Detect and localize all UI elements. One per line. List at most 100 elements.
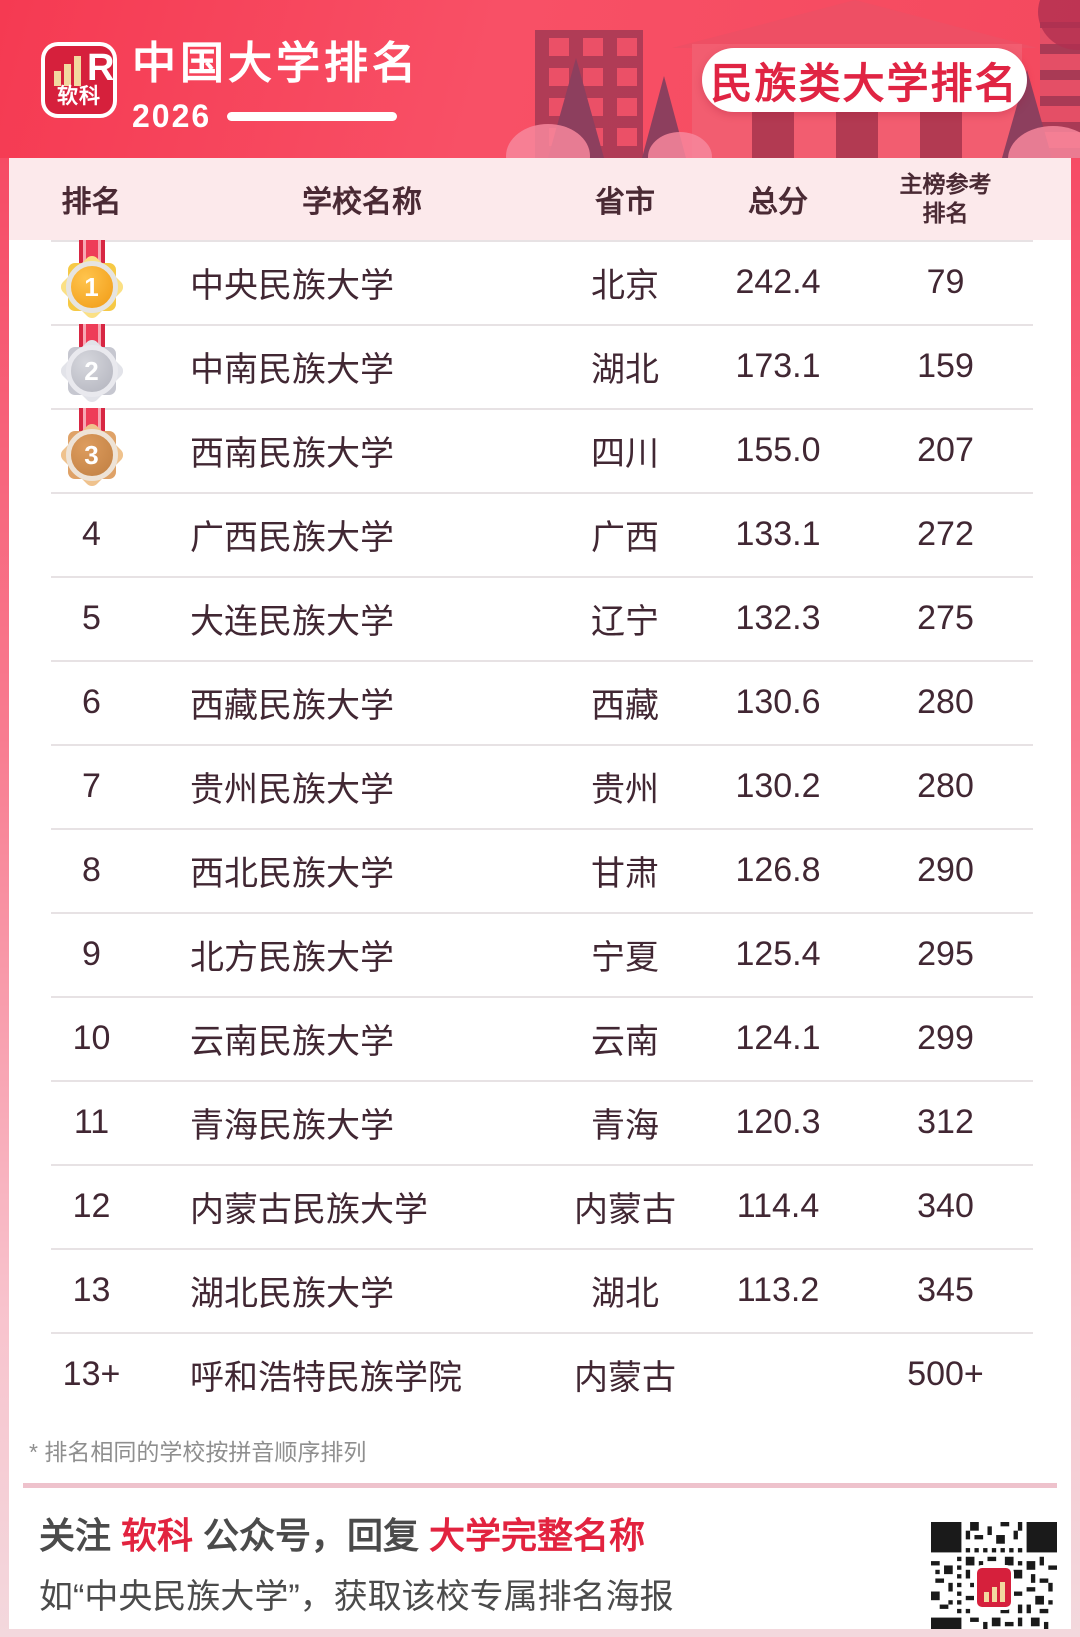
- header: R 软科 中国大学排名 2026 民族类大学排名: [0, 0, 1080, 158]
- table-header: 排名 学校名称 省市 总分 主榜参考 排名: [9, 158, 1071, 240]
- province: 内蒙古: [574, 1358, 676, 1397]
- school-name: 西南民族大学: [190, 434, 394, 473]
- province: 广西: [591, 518, 659, 557]
- medal-number: 3: [65, 429, 118, 481]
- main-ref-rank: 275: [917, 598, 974, 637]
- main-ref-rank: 312: [917, 1102, 974, 1141]
- total-score: 242.4: [735, 262, 821, 301]
- school-name: 云南民族大学: [190, 1022, 394, 1061]
- main-ref-rank: 500+: [907, 1354, 984, 1393]
- table-body: 1 中央民族大学 北京 242.4 79 2 中南民族大学 湖北 173.1 1…: [9, 240, 1071, 1416]
- rank-cell: 3: [9, 408, 174, 492]
- total-score: 120.3: [735, 1102, 821, 1141]
- footnote: * 排名相同的学校按拼音顺序排列: [23, 1416, 1057, 1488]
- ranking-table: 排名 学校名称 省市 总分 主榜参考 排名 1 中央民族大学 北京 242.4: [9, 158, 1071, 1629]
- rank-cell: 7: [9, 744, 174, 828]
- qr-center-logo-icon: [974, 1565, 1014, 1610]
- rank-cell: 10: [9, 996, 174, 1080]
- reply-keyword: 大学完整名称: [429, 1515, 646, 1556]
- bar-chart-icon: [54, 56, 81, 86]
- col-rank: 排名: [61, 186, 122, 219]
- school-name: 贵州民族大学: [190, 770, 394, 809]
- table-row: 10 云南民族大学 云南 124.1 299: [9, 996, 1071, 1080]
- school-name: 内蒙古民族大学: [190, 1190, 428, 1229]
- table-row: 9 北方民族大学 宁夏 125.4 295: [9, 912, 1071, 996]
- school-name: 西藏民族大学: [190, 686, 394, 725]
- medal-gold-icon: 1: [57, 240, 127, 322]
- table-row: 4 广西民族大学 广西 133.1 272: [9, 492, 1071, 576]
- total-score: 130.6: [735, 682, 821, 721]
- main-ref-rank: 295: [917, 934, 974, 973]
- logo-brand-text: 软科: [57, 85, 101, 108]
- main-ref-rank: 159: [917, 346, 974, 385]
- school-name: 大连民族大学: [190, 602, 394, 641]
- table-row: 2 中南民族大学 湖北 173.1 159: [9, 324, 1071, 408]
- promo-line2: 如“中央民族大学”，获取该校专属排名海报: [39, 1577, 674, 1616]
- school-name: 北方民族大学: [190, 938, 394, 977]
- main-ref-rank: 299: [917, 1018, 974, 1057]
- total-score: 113.2: [736, 1270, 820, 1309]
- province: 青海: [591, 1106, 659, 1145]
- province: 辽宁: [591, 602, 659, 641]
- total-score: 173.1: [735, 346, 821, 385]
- promo-line1: 关注 软科 公众号，回复 大学完整名称: [39, 1515, 646, 1556]
- rank-cell: 1: [9, 240, 174, 324]
- qr-code: [931, 1522, 1057, 1629]
- total-score: 124.1: [735, 1018, 821, 1057]
- province: 湖北: [591, 350, 659, 389]
- province: 北京: [591, 266, 659, 305]
- province: 宁夏: [591, 938, 659, 977]
- school-name: 中央民族大学: [190, 266, 394, 305]
- province: 甘肃: [591, 854, 659, 893]
- total-score: 125.4: [735, 934, 821, 973]
- table-row: 13 湖北民族大学 湖北 113.2 345: [9, 1248, 1071, 1332]
- rank-number: 7: [82, 766, 101, 805]
- rank-number: 11: [73, 1102, 110, 1141]
- table-row: 11 青海民族大学 青海 120.3 312: [9, 1080, 1071, 1164]
- title-block: 中国大学排名 2026: [132, 39, 420, 135]
- main-ref-rank: 345: [917, 1270, 974, 1309]
- school-name: 湖北民族大学: [190, 1274, 394, 1313]
- total-score: 132.3: [735, 598, 821, 637]
- rank-cell: 12: [9, 1164, 174, 1248]
- category-badge-label: 民族类大学排名: [710, 59, 1019, 107]
- rank-number: 9: [82, 934, 101, 973]
- rank-number: 13: [72, 1270, 111, 1309]
- col-score: 总分: [748, 186, 808, 219]
- rank-cell: 2: [9, 324, 174, 408]
- rank-number: 6: [82, 682, 101, 721]
- table-row: 7 贵州民族大学 贵州 130.2 280: [9, 744, 1071, 828]
- table-row: 12 内蒙古民族大学 内蒙古 114.4 340: [9, 1164, 1071, 1248]
- total-score: 155.0: [735, 430, 821, 469]
- school-name: 西北民族大学: [190, 854, 394, 893]
- province: 内蒙古: [574, 1190, 676, 1229]
- medal-bronze-icon: 3: [57, 408, 127, 490]
- rank-number: 12: [72, 1186, 111, 1225]
- rank-cell: 6: [9, 660, 174, 744]
- province: 湖北: [591, 1274, 659, 1313]
- rank-cell: 9: [9, 912, 174, 996]
- rank-number: 10: [72, 1018, 111, 1057]
- medal-silver-icon: 2: [57, 324, 127, 406]
- rank-number: 4: [82, 514, 101, 553]
- table-row: 8 西北民族大学 甘肃 126.8 290: [9, 828, 1071, 912]
- table-row: 1 中央民族大学 北京 242.4 79: [9, 240, 1071, 324]
- category-badge: 民族类大学排名: [702, 48, 1027, 112]
- total-score: 130.2: [735, 766, 821, 805]
- col-main-ref-rank: 主榜参考 排名: [899, 171, 992, 226]
- medal-number: 2: [65, 345, 118, 397]
- table-row: 3 西南民族大学 四川 155.0 207: [9, 408, 1071, 492]
- rank-number: 8: [82, 850, 101, 889]
- province: 云南: [591, 1022, 659, 1061]
- brand-logo: R 软科: [41, 42, 117, 118]
- main-ref-rank: 207: [917, 430, 974, 469]
- col-province: 省市: [595, 186, 655, 219]
- province: 四川: [591, 434, 659, 473]
- main-ref-rank: 272: [917, 514, 974, 553]
- province: 贵州: [591, 770, 659, 809]
- promo-section: 关注 软科 公众号，回复 大学完整名称 如“中央民族大学”，获取该校专属排名海报: [23, 1488, 1057, 1629]
- rank-cell: 8: [9, 828, 174, 912]
- table-row: 13+ 呼和浩特民族学院 内蒙古 500+: [9, 1332, 1071, 1416]
- rank-number: 5: [82, 598, 101, 637]
